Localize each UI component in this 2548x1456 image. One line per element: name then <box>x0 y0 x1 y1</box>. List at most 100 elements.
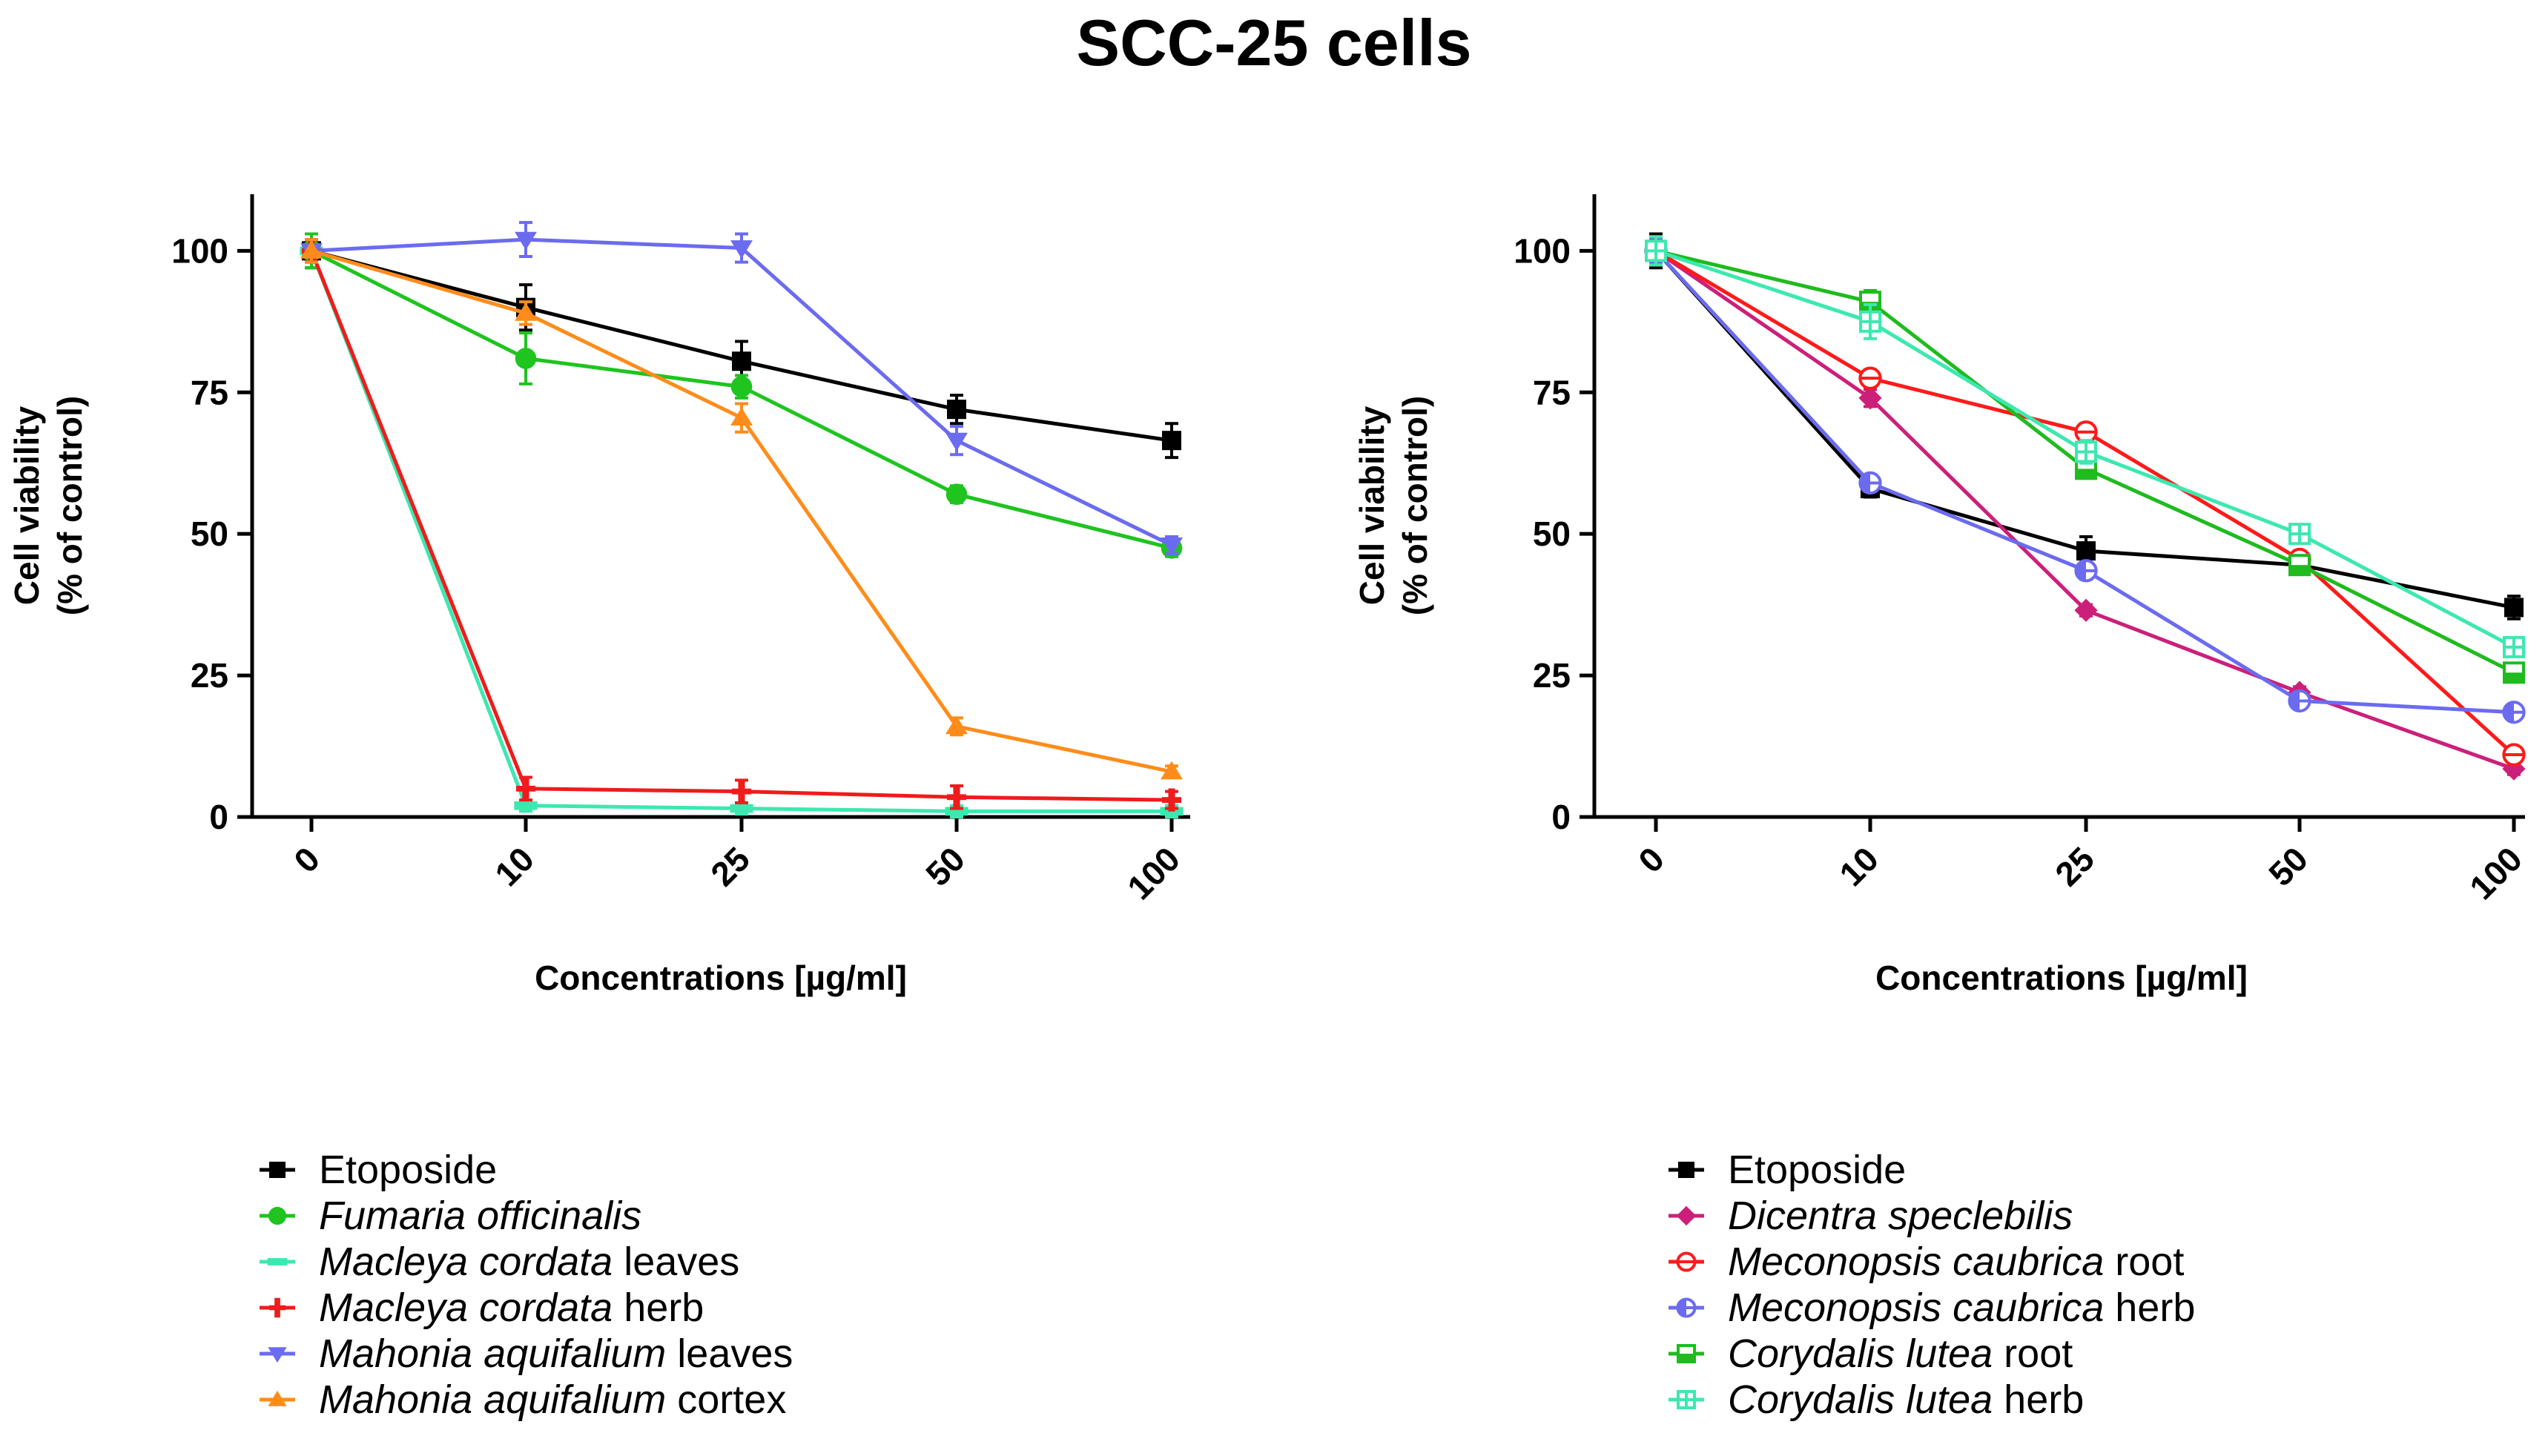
data-point <box>516 777 535 801</box>
data-point <box>514 801 538 810</box>
legend-label: Etoposide <box>1728 1148 1906 1192</box>
data-point <box>1858 386 1882 410</box>
legend-item: Etoposide <box>260 1148 497 1192</box>
data-point <box>945 483 968 506</box>
data-point <box>1858 471 1882 495</box>
legend-item: Corydalis lutea root <box>1669 1331 2073 1376</box>
legend-label: Mahonia aquifalium leaves <box>319 1331 793 1376</box>
legend-label: Etoposide <box>319 1148 497 1192</box>
y-tick-label: 25 <box>191 656 228 695</box>
x-tick-label: 50 <box>2261 839 2315 893</box>
x-tick-label: 10 <box>487 839 541 893</box>
series-meconopsis-caubrica-root <box>1644 238 2526 767</box>
data-point <box>1859 310 1881 333</box>
legend-label: Macleya cordata leaves <box>319 1240 739 1284</box>
series-mahonia-aquifalium-cortex <box>300 238 1183 780</box>
data-point <box>2074 598 2098 622</box>
legend-item: Mahonia aquifalium cortex <box>260 1377 786 1422</box>
data-point <box>2502 701 2526 724</box>
legend-marker <box>1676 1205 1697 1226</box>
y-axis-label-line2: (% of control) <box>1396 396 1434 615</box>
legend-item: Macleya cordata leaves <box>260 1240 739 1284</box>
y-tick-label: 0 <box>209 798 228 836</box>
series-line <box>309 250 1172 813</box>
legend-item: Meconopsis caubrica root <box>1669 1240 2184 1284</box>
y-axis-label-line1: Cell viability <box>7 406 46 605</box>
x-tick-label: 0 <box>1631 839 1671 880</box>
data-point <box>730 407 753 426</box>
data-point <box>945 432 968 451</box>
series-line <box>309 250 1172 802</box>
data-point <box>2076 541 2096 561</box>
x-tick-label: 25 <box>703 839 757 893</box>
legend-marker <box>1676 1297 1697 1318</box>
legend-marker <box>1677 1344 1696 1363</box>
data-point <box>945 715 968 735</box>
series-line <box>311 248 1172 774</box>
legend-label: Corydalis lutea root <box>1728 1331 2073 1376</box>
legend-item: Etoposide <box>1669 1148 1906 1192</box>
legend-item: Macleya cordata herb <box>260 1285 704 1330</box>
x-axis-label: Concentrations [µg/ml] <box>1875 959 2248 997</box>
data-point <box>2503 661 2525 684</box>
y-axis-label-line2: (% of control) <box>50 396 89 615</box>
data-point <box>2502 757 2526 781</box>
y-tick-label: 50 <box>1533 514 1571 553</box>
data-point <box>2288 523 2311 546</box>
data-point <box>515 302 537 321</box>
legend-label: Macleya cordata herb <box>319 1285 704 1330</box>
data-point <box>732 351 751 371</box>
x-axis-label: Concentrations [µg/ml] <box>535 959 907 997</box>
legend-marker <box>268 1206 287 1225</box>
series-line <box>1654 249 2515 715</box>
legend-label: Meconopsis caubrica herb <box>1728 1285 2195 1330</box>
data-point <box>515 231 537 251</box>
x-tick-label: 10 <box>1832 839 1886 893</box>
x-tick-label: 0 <box>286 839 327 880</box>
data-point <box>300 240 323 259</box>
series-macleya-cordata-leaves <box>300 238 1184 818</box>
legend-item: Meconopsis caubrica herb <box>1669 1285 2195 1330</box>
data-point <box>730 240 753 259</box>
data-point <box>2075 440 2097 463</box>
right-chart-panel: 0 25 50 75 100 0 10 25 50 100 Concentrations [µg/m… <box>1353 194 2529 997</box>
legend-marker <box>1678 1162 1694 1178</box>
data-point <box>2502 743 2526 767</box>
figure-title: SCC-25 cells <box>1076 6 1471 79</box>
legend-marker <box>267 1258 288 1265</box>
data-point <box>945 807 968 816</box>
legend-marker <box>1677 1390 1696 1409</box>
legend-label: Dicentra speclebilis <box>1728 1194 2073 1238</box>
legend-marker <box>269 1297 286 1318</box>
y-tick-label: 75 <box>191 373 228 411</box>
x-tick-label: 25 <box>2047 839 2102 893</box>
legend-label: Corydalis lutea herb <box>1728 1377 2084 1422</box>
data-point <box>730 804 753 813</box>
x-tick-label: 100 <box>2462 839 2529 907</box>
legend-item: Fumaria officinalis <box>260 1194 641 1238</box>
legend-label: Meconopsis caubrica root <box>1728 1240 2184 1284</box>
legend-marker <box>269 1162 286 1178</box>
data-point <box>2503 635 2525 658</box>
y-tick-label: 0 <box>1551 798 1571 836</box>
data-point <box>730 376 753 397</box>
data-point <box>1162 788 1181 812</box>
y-tick-label: 100 <box>171 231 228 270</box>
data-point <box>2504 598 2524 618</box>
series-corydalis-lutea-herb <box>1645 235 2525 658</box>
data-point <box>732 780 751 804</box>
data-point <box>1161 537 1183 556</box>
series-macleya-cordata-herb <box>302 238 1181 812</box>
legend-item: Mahonia aquifalium leaves <box>260 1331 793 1376</box>
data-point <box>1162 431 1181 451</box>
data-point <box>2074 559 2098 583</box>
y-tick-label: 50 <box>191 514 228 553</box>
data-point <box>947 785 966 809</box>
series-line <box>1654 249 2515 756</box>
data-point <box>947 400 966 420</box>
legend-item: Corydalis lutea herb <box>1669 1377 2084 1422</box>
y-axis-label-line1: Cell viability <box>1353 406 1391 605</box>
